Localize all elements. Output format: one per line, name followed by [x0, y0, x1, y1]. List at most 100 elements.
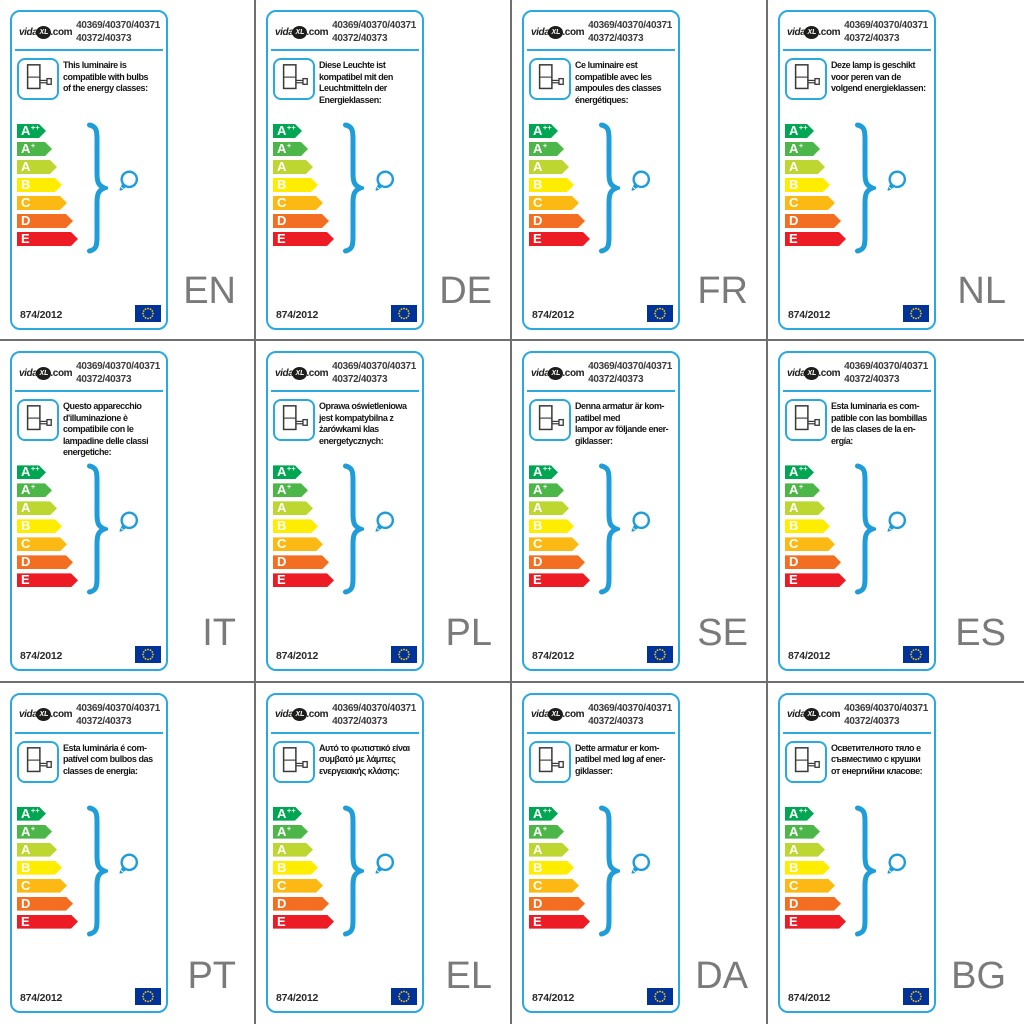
energy-arrow: A +	[529, 142, 564, 156]
arrow-sup: +	[798, 482, 804, 492]
label-cell: vida XL .com 40369/40370/40371 40372/403…	[0, 682, 256, 1024]
compatibility-section: Denna armatur är kom- patibel med lampor…	[529, 399, 678, 447]
arrow-sup: +	[286, 141, 292, 150]
bulb-icon	[119, 170, 139, 191]
arrow-letter: B	[277, 518, 287, 534]
language-label: BG	[951, 955, 1006, 997]
arrow-letter: A	[277, 841, 287, 857]
eu-flag	[135, 987, 161, 1005]
energy-arrows: A ++ A + A B C D E	[529, 807, 590, 933]
card-header: vida XL .com 40369/40370/40371 40372/403…	[268, 695, 422, 728]
brand-logo: vida XL .com	[19, 366, 73, 380]
compatibility-text: Dette armatur er kom- patibel med løg af…	[575, 742, 666, 776]
energy-arrow: A	[529, 843, 569, 857]
compatibility-text: This luminaire is compatible with bulbs …	[63, 60, 149, 93]
energy-arrows: A ++ A + A B C D E	[17, 124, 78, 250]
header-divider	[783, 731, 931, 734]
brand-logo: vida XL .com	[787, 366, 841, 380]
brace-icon	[855, 463, 876, 595]
energy-label-card: vida XL .com 40369/40370/40371 40372/403…	[10, 692, 168, 1013]
energy-arrow: A	[785, 160, 825, 174]
regulation-number: 874/2012	[532, 650, 575, 663]
model-numbers: 40369/40370/40371 40372/40373	[844, 20, 928, 44]
energy-arrows: A ++ A + A B C D E	[17, 807, 78, 933]
brand-xl-blob: XL	[548, 708, 564, 722]
compatibility-section: Deze lamp is geschikt voor peren van de …	[785, 58, 934, 100]
energy-arrow: A ++	[17, 124, 46, 138]
arrow-letter: A	[533, 482, 543, 498]
header-divider	[783, 390, 931, 393]
luminaire-pictogram	[538, 64, 564, 90]
brand-logo: vida XL .com	[19, 25, 73, 39]
bulb-icon	[119, 511, 139, 533]
energy-label-card: vida XL .com 40369/40370/40371 40372/403…	[522, 692, 680, 1013]
energy-arrow: A ++	[785, 807, 814, 821]
energy-arrow: D	[785, 897, 841, 911]
card-header: vida XL .com 40369/40370/40371 40372/403…	[780, 695, 934, 728]
arrow-letter: A	[277, 159, 287, 174]
energy-arrow: E	[17, 915, 78, 929]
bulb-icon	[375, 170, 395, 191]
brand-logo: vida XL .com	[787, 708, 841, 722]
energy-arrow: A +	[785, 825, 820, 839]
card-header: vida XL .com 40369/40370/40371 40372/403…	[12, 12, 166, 45]
arrow-letter: E	[21, 231, 30, 246]
compatibility-text: Oprawa oświetleniowa jest kompatybilna z…	[319, 401, 407, 446]
regulation-number: 874/2012	[276, 650, 319, 663]
bulb-icon	[375, 853, 395, 874]
arrow-letter: A	[21, 841, 31, 857]
brace-icon	[599, 805, 620, 937]
energy-arrow: C	[273, 537, 323, 551]
energy-arrow: C	[17, 537, 67, 551]
brand-suffix: .com	[306, 367, 329, 379]
energy-label-card: vida XL .com 40369/40370/40371 40372/403…	[10, 10, 168, 330]
energy-arrow: D	[785, 555, 841, 569]
arrow-letter: D	[21, 895, 31, 911]
arrow-letter: A	[533, 841, 543, 857]
arrow-letter: D	[533, 213, 543, 228]
regulation-number: 874/2012	[788, 309, 831, 321]
energy-arrow: B	[529, 861, 574, 875]
header-divider	[15, 49, 163, 51]
compatibility-text: Denna armatur är kom- patibel med lampor…	[575, 401, 669, 446]
compatibility-section: Esta luminária é com- patível com bulbos…	[17, 740, 166, 783]
regulation-number: 874/2012	[788, 650, 831, 663]
arrow-sup: ++	[542, 464, 552, 474]
energy-arrow: A	[529, 160, 569, 174]
energy-arrow: A +	[17, 142, 52, 156]
card-header: vida XL .com 40369/40370/40371 40372/403…	[12, 695, 166, 728]
arrow-letter: E	[789, 572, 798, 588]
energy-arrow: C	[273, 879, 323, 893]
arrow-letter: A	[21, 805, 31, 821]
arrow-letter: E	[789, 231, 798, 246]
brand-xl-blob: XL	[36, 25, 52, 39]
brand-prefix: vida	[531, 709, 550, 721]
language-label: NL	[957, 270, 1006, 313]
brand-xl-blob: XL	[292, 366, 308, 380]
luminaire-pictogram	[794, 64, 820, 90]
arrow-letter: B	[533, 177, 543, 192]
arrow-letter: E	[277, 572, 286, 588]
brand-suffix: .com	[50, 26, 73, 38]
arrow-letter: B	[533, 518, 543, 534]
label-cell: vida XL .com 40369/40370/40371 40372/403…	[256, 341, 512, 683]
energy-arrow: D	[17, 214, 73, 228]
eu-flag	[903, 305, 929, 322]
arrow-letter: A	[789, 805, 799, 821]
arrow-sup: +	[798, 823, 804, 833]
energy-arrows: A ++ A + A B C D E	[785, 807, 846, 933]
energy-arrow: C	[785, 196, 835, 210]
language-label: SE	[697, 611, 748, 654]
brand-suffix: .com	[818, 709, 841, 721]
compatibility-section: Ce luminaire est compatible avec les amp…	[529, 58, 678, 106]
label-cell: vida XL .com 40369/40370/40371 40372/403…	[256, 682, 512, 1024]
luminaire-icon	[529, 399, 571, 442]
arrow-sup: +	[542, 141, 548, 150]
bulb-icon	[887, 170, 907, 191]
luminaire-icon	[17, 58, 59, 100]
label-cell: vida XL .com 40369/40370/40371 40372/403…	[512, 341, 768, 683]
model-numbers: 40369/40370/40371 40372/40373	[844, 702, 928, 727]
language-label: DE	[439, 270, 492, 313]
arrow-letter: D	[277, 213, 287, 228]
energy-label-card: vida XL .com 40369/40370/40371 40372/403…	[266, 351, 424, 672]
